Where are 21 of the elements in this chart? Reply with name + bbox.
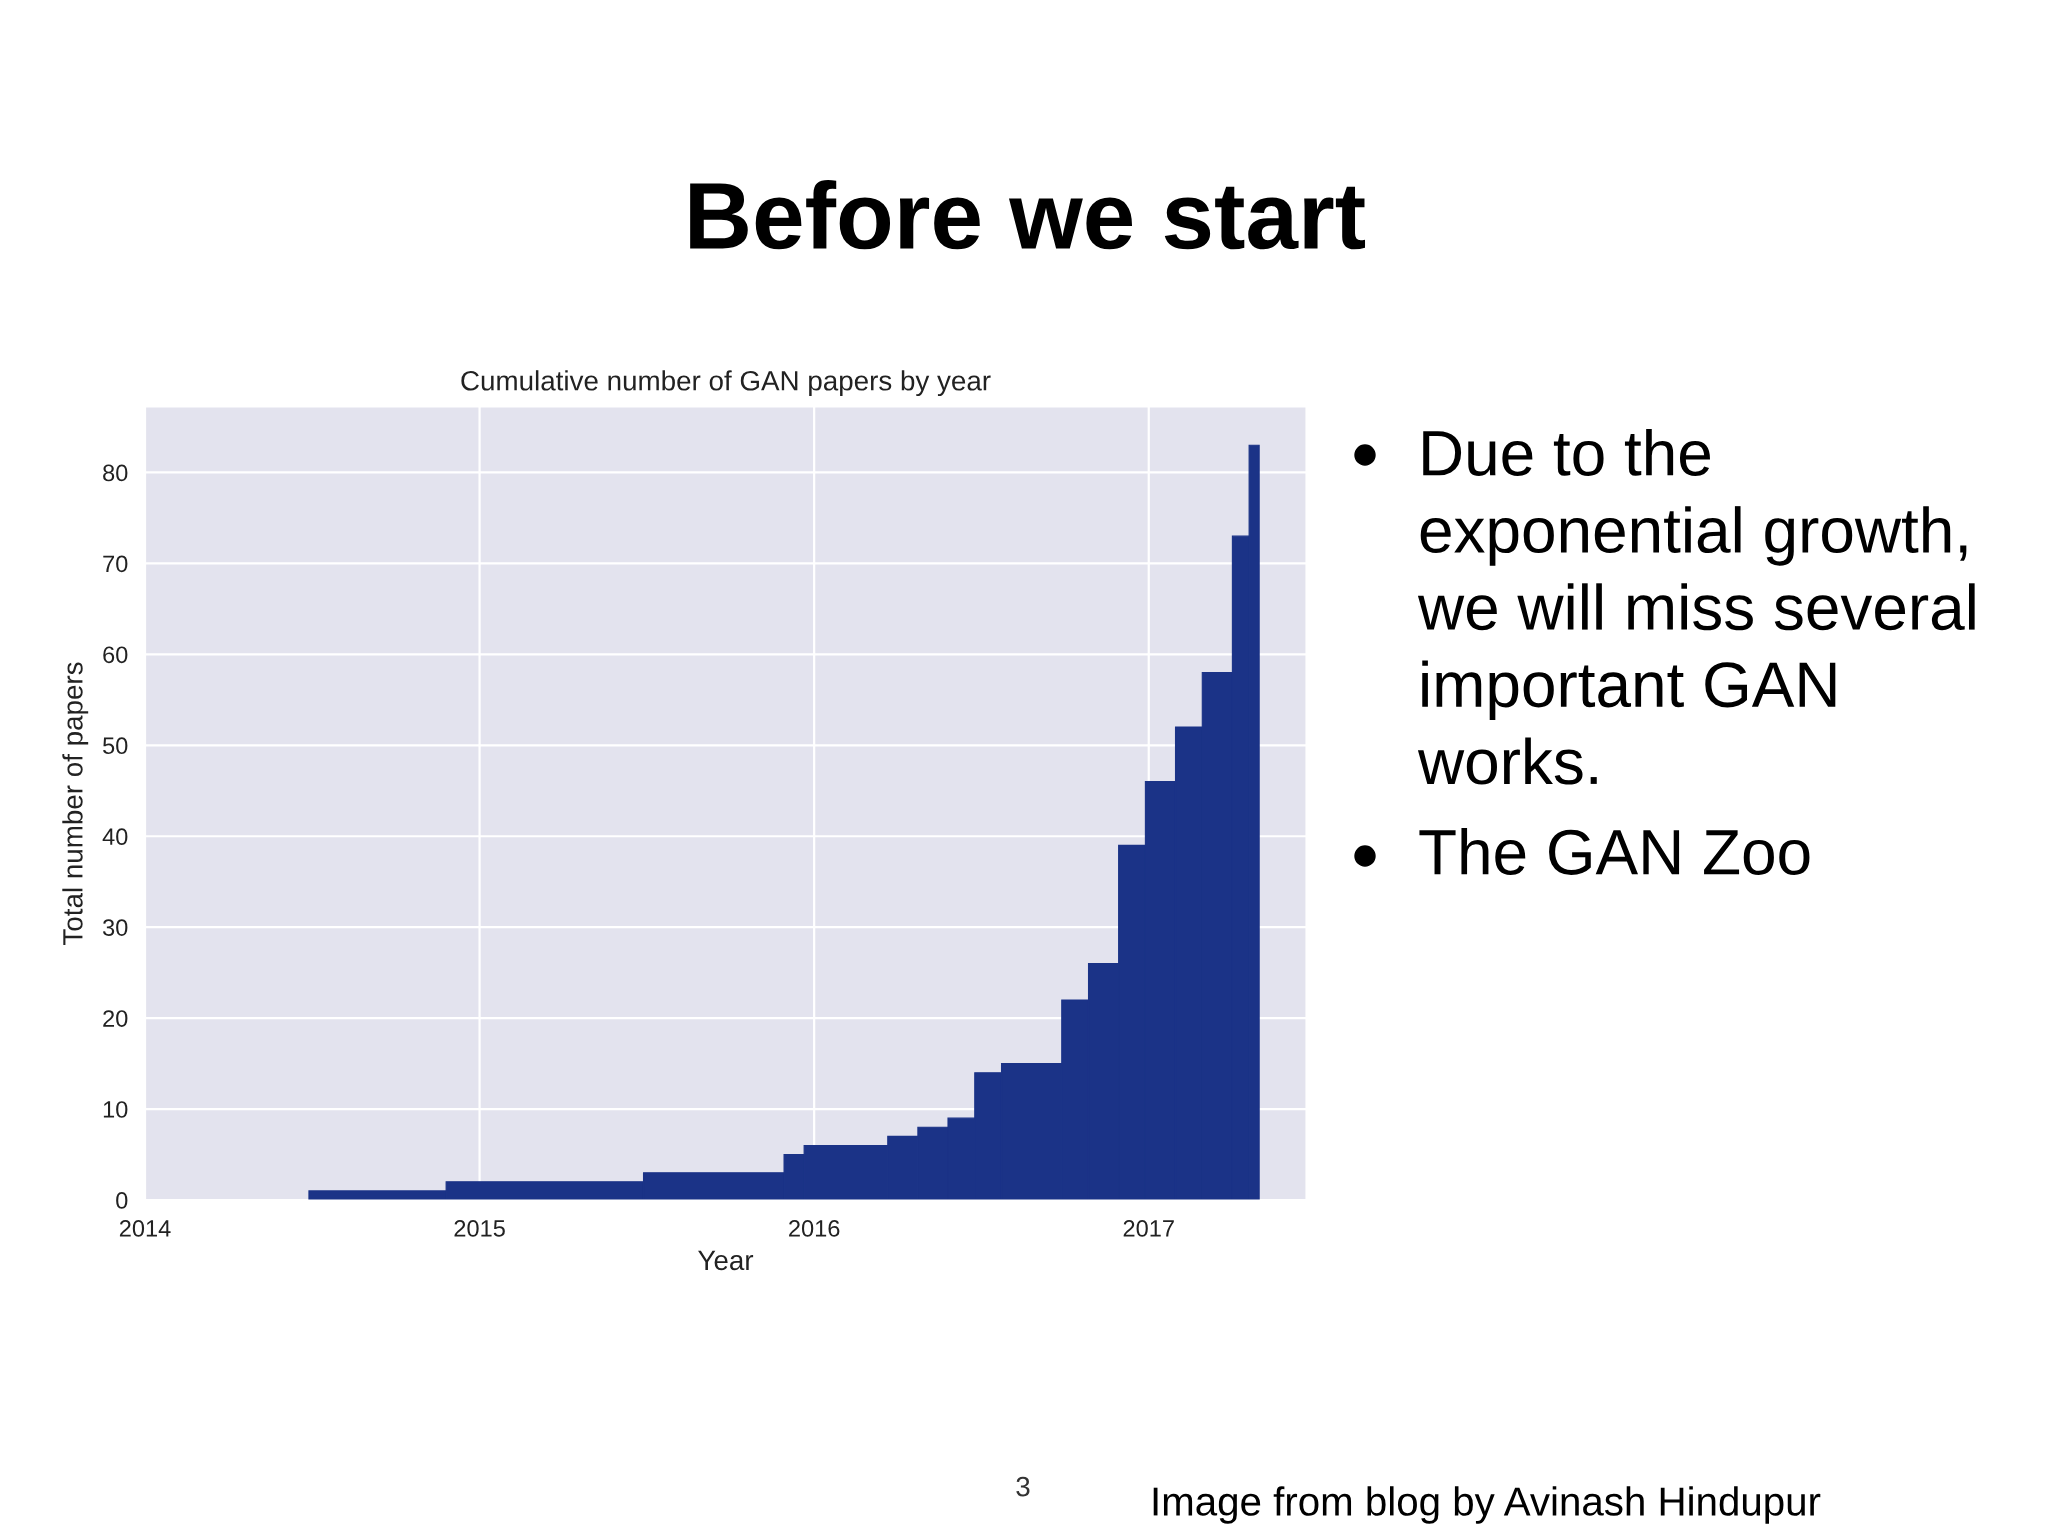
chart-title: Cumulative number of GAN papers by year: [461, 370, 991, 397]
y-tick-label: 20: [103, 1010, 128, 1027]
x-tick-label: 2014: [119, 1220, 171, 1237]
y-tick-label: 60: [103, 646, 128, 664]
text: Before we start: [690, 179, 1366, 250]
text: 3: [1016, 1476, 1030, 1497]
y-tick-label: 0: [116, 1192, 128, 1209]
text: Image from blog by Avinash Hindupur: [1153, 1486, 1821, 1524]
text: The GAN Zoo: [1419, 828, 1810, 875]
x-axis-title: Year: [698, 1250, 754, 1271]
y-tick-label: 10: [103, 1101, 128, 1118]
y-tick-label: 40: [102, 828, 128, 846]
y-tick-label: 80: [103, 464, 128, 482]
y-tick-label: 30: [102, 919, 128, 936]
y-axis-title: Total number of papers: [62, 662, 89, 945]
y-tick-label: 50: [103, 737, 128, 755]
x-tick-label: 2015: [454, 1220, 505, 1237]
y-tick-label: 70: [103, 555, 128, 573]
x-tick-label: 2016: [789, 1220, 840, 1237]
text: Due to the exponential growth, we will miss several important GAN works.: [1417, 429, 1975, 785]
x-tick-label: 2017: [1123, 1220, 1174, 1237]
